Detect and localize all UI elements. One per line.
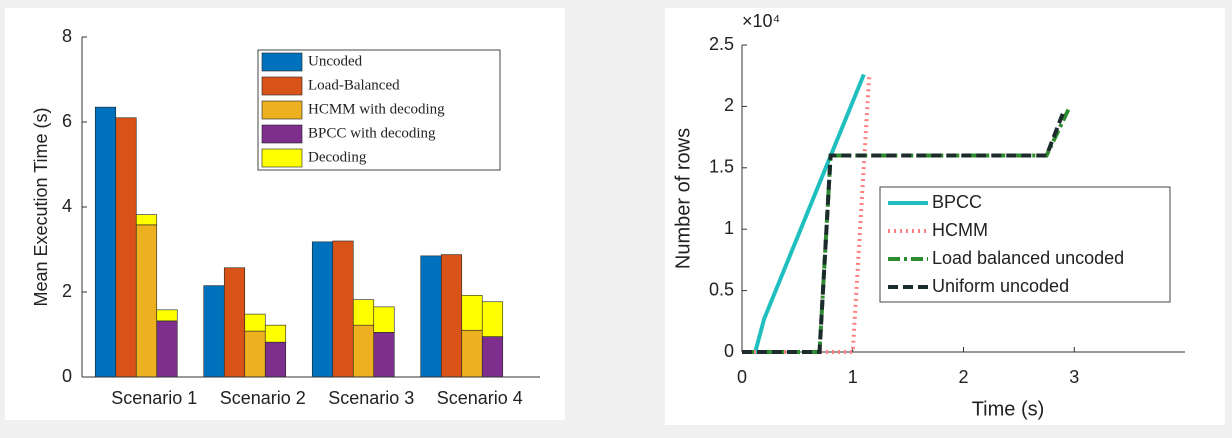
x-tick-label: 0 <box>737 367 747 387</box>
legend-label: HCMM <box>932 220 988 240</box>
y-tick-label: 1.5 <box>709 157 734 177</box>
y-tick-label: 2 <box>62 281 72 301</box>
legend-label: Uniform uncoded <box>932 276 1069 296</box>
bar <box>264 341 287 378</box>
y-tick-label: 2 <box>724 95 734 115</box>
y-tick-label: 0.5 <box>709 279 734 299</box>
y-tick-label: 4 <box>62 196 72 216</box>
legend <box>879 186 1171 303</box>
x-axis-title: Time (s) <box>972 398 1045 420</box>
bar-segment <box>135 214 158 226</box>
y-axis-title: Mean Execution Time (s) <box>31 107 51 306</box>
x-tick-label: Scenario 1 <box>111 388 197 408</box>
bar <box>420 255 442 378</box>
legend-label: Load balanced uncoded <box>932 248 1124 268</box>
x-tick-label: 1 <box>848 367 858 387</box>
x-tick-label: 2 <box>958 367 968 387</box>
x-tick-label: 3 <box>1069 367 1079 387</box>
bar <box>461 329 483 378</box>
bar-segment <box>373 306 395 333</box>
legend-label: BPCC <box>932 192 982 212</box>
bar <box>332 240 354 378</box>
legend-label: Uncoded <box>308 53 363 69</box>
bar <box>440 254 463 378</box>
bar-segment <box>461 295 483 331</box>
bar <box>156 320 178 378</box>
x-tick-label: Scenario 4 <box>437 388 523 408</box>
legend-swatch <box>261 148 303 168</box>
bar <box>352 324 375 378</box>
bar <box>94 106 117 378</box>
y-tick-label: 0 <box>724 341 734 361</box>
legend-label: Decoding <box>308 149 367 165</box>
bar-segment <box>244 313 266 332</box>
bar <box>223 267 246 378</box>
bar-segment <box>352 299 375 326</box>
y-tick-label: 2.5 <box>709 34 734 54</box>
legend-swatch <box>261 52 303 72</box>
x-tick-label: Scenario 2 <box>220 388 306 408</box>
legend-swatch <box>261 100 303 120</box>
legend-label: Load-Balanced <box>308 77 400 93</box>
legend-swatch <box>261 124 303 144</box>
y-tick-label: 0 <box>62 366 72 386</box>
y-tick-label: 6 <box>62 111 72 131</box>
legend-label: BPCC with decoding <box>308 125 436 141</box>
bar <box>244 330 266 378</box>
legend-swatch <box>261 76 303 96</box>
y-axis-title: Number of rows <box>672 128 694 269</box>
bar-segment <box>481 301 504 337</box>
y-multiplier: ×10⁴ <box>742 11 780 31</box>
y-tick-label: 8 <box>62 26 72 46</box>
bar <box>311 241 334 378</box>
bar <box>135 224 158 378</box>
line-series <box>742 111 1066 354</box>
legend-label: HCMM with decoding <box>308 101 445 117</box>
bar <box>115 117 137 378</box>
bar-segment <box>264 324 287 343</box>
bar <box>373 332 395 378</box>
bar <box>481 336 504 378</box>
bar <box>203 285 225 378</box>
x-tick-label: Scenario 3 <box>328 388 414 408</box>
bar-segment <box>156 309 178 322</box>
y-tick-label: 1 <box>724 218 734 238</box>
